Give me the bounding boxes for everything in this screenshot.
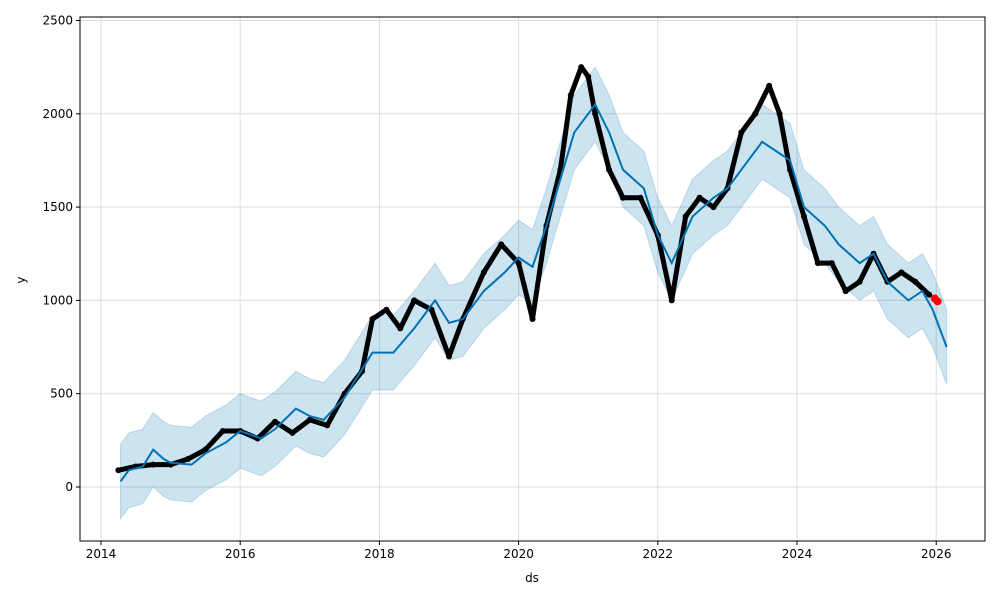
actual-point [592,110,599,117]
x-tick-label: 2024 [782,547,813,561]
actual-point [272,418,278,425]
actual-point [814,260,821,267]
actual-point [606,166,613,173]
y-tick-label: 0 [65,480,73,494]
actual-point [682,213,689,220]
plot-frame [79,16,986,542]
actual-point [397,325,404,332]
x-tick-label: 2016 [225,547,256,561]
actual-point [219,428,226,435]
forecast-line [119,102,948,482]
actual-point [411,297,418,304]
actual-point [696,194,703,201]
actual-point [842,288,849,295]
y-tick-label: 1000 [42,293,73,307]
actual-point [515,260,522,267]
actual-point [585,73,592,80]
grid [80,17,985,541]
actual-point [383,306,390,313]
actual-point [369,316,376,323]
x-tick-label: 2022 [643,547,674,561]
actual-point [150,461,157,468]
x-axis-label: ds [525,571,539,585]
actual-point [668,297,675,304]
x-tick-label: 2026 [921,547,952,561]
actual-point [446,353,452,360]
y-tick-label: 500 [50,387,73,401]
actual-point [752,110,759,117]
actual-point [828,260,835,267]
actual-point [856,278,863,285]
x-tick-label: 2014 [86,547,117,561]
actual-point [637,194,644,201]
actual-point [926,291,933,298]
actual-point [738,129,745,136]
actual-point [306,416,313,423]
actual-data-trace [117,64,931,473]
actual-point [776,110,783,117]
y-axis: 0 500 1000 1500 2000 2500 [42,14,80,494]
y-axis-label: y [14,276,28,283]
actual-point [620,194,626,201]
actual-point [202,446,209,453]
actual-point [529,316,536,323]
y-tick-label: 1500 [42,200,73,214]
uncertainty-band [119,66,948,521]
actual-point [710,204,717,211]
actual-point [578,64,585,71]
actual-point [498,241,505,248]
actual-point [800,213,807,220]
actual-point [766,82,773,89]
x-tick-label: 2018 [364,547,395,561]
y-tick-label: 2500 [42,14,73,28]
actual-point [185,456,191,463]
actual-point [324,422,331,429]
actual-point [480,269,487,276]
actual-point [898,269,905,276]
actual-point [912,278,919,285]
recent-point [933,297,942,306]
actual-point [115,467,122,474]
actual-point [289,429,296,436]
y-tick-label: 2000 [42,107,73,121]
x-axis: 2014 2016 2018 2020 2022 2024 2026 [86,541,952,561]
recent-points [930,294,942,306]
x-tick-label: 2020 [503,547,534,561]
actual-point [567,92,574,99]
actual-points [115,64,933,474]
